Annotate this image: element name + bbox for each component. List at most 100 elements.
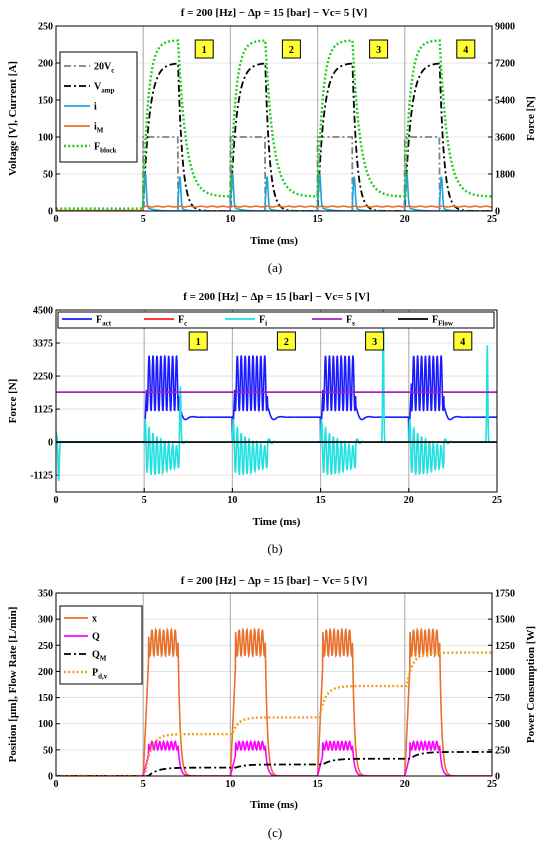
legend-label-main: x [92,614,97,625]
x-tick-label: 20 [404,495,414,506]
legend-label-main: V [94,82,102,93]
y-tick-label: 0 [48,772,53,783]
y2-tick-label: 3600 [495,133,515,144]
legend-label-main: P [92,668,98,679]
legend-label-main: F [346,315,352,326]
legend-label-main: F [259,315,265,326]
legend-label-sub: Flow [438,320,454,328]
legend-box [59,51,138,163]
chart-title: f = 200 [Hz] − Δp = 15 [bar] − Vc= 5 [V] [181,7,368,19]
legend-box [57,311,495,329]
series-line-qm [56,751,492,776]
x-tick-label: 15 [313,779,323,790]
legend-label-sub: c [111,67,114,75]
legend-label-main: Q [92,632,100,643]
cycle-label: 4 [463,45,468,56]
legend-label-sub: M [97,127,104,135]
legend-label: x [92,614,97,625]
chart-title: f = 200 [Hz] − Δp = 15 [bar] − Vc= 5 [V] [183,291,370,303]
cycle-label: 2 [284,337,289,348]
legend-label: Fblock [94,142,117,155]
cycle-label-box [365,331,385,351]
legend-label: Fc [178,315,187,328]
y2-tick-label: 1250 [495,641,515,652]
cycle-label: 4 [460,337,465,348]
legend-label: Q [92,632,100,643]
chart-panel-1: f = 200 [Hz] − Δp = 15 [bar] − Vc= 5 [V]… [7,7,537,247]
cycle-label-box [194,39,214,59]
x-tick-label: 25 [487,779,497,790]
legend-label-sub: block [100,147,116,155]
y2-tick-label: 0 [495,207,500,218]
legend-label: i [94,102,97,113]
y2-tick-label: 500 [495,719,510,730]
plot-frame [55,25,493,212]
x-tick-label: 20 [400,779,410,790]
cycle-label-box [453,331,473,351]
x-tick-label: 15 [313,214,323,225]
cycle-label-box [276,331,296,351]
x-tick-label: 10 [225,779,235,790]
legend-label-main: Q [92,650,100,661]
legend-label: Fs [346,315,355,328]
legend-label: Vamp [94,82,115,95]
y-tick-label: 150 [38,96,53,107]
series-group [56,310,497,481]
legend-label-sub: c [184,320,187,328]
y-axis-label: Force [N] [7,379,19,424]
y-tick-label: 250 [38,641,53,652]
y-tick-label: 350 [38,589,53,600]
legend-label-main: 20V [94,62,112,73]
y2-axis-label: Force [N] [525,96,537,141]
y-tick-label: 50 [43,745,53,756]
y-tick-label: 0 [48,438,53,449]
cycle-label-box [281,39,301,59]
x-axis-label: Time (ms) [253,516,301,528]
legend: Fact Fc Fi Fs FFlow [57,311,495,329]
legend-label-main: F [432,315,438,326]
y-tick-label: 100 [38,133,53,144]
y2-tick-label: 5400 [495,96,515,107]
y2-tick-label: 0 [495,772,500,783]
y-tick-label: 1125 [34,405,53,416]
legend-label: FFlow [432,315,454,328]
cycle-label: 1 [196,337,201,348]
panel-caption: (a) [268,260,282,275]
y-tick-label: 150 [38,693,53,704]
cycle-label: 1 [202,45,207,56]
x-axis-label: Time (ms) [250,799,298,811]
y-axis-label: Position [µm], Flow Rate [L/min] [7,607,19,763]
legend-label-sub: M [100,655,107,663]
x-tick-label: 0 [54,214,59,225]
y2-tick-label: 1800 [495,170,515,181]
panel-caption: (b) [267,541,282,556]
y-tick-label: 0 [48,207,53,218]
y-tick-label: 200 [38,667,53,678]
legend-label: Pd,v [92,668,108,681]
series-line-pdv [56,651,492,776]
legend-label-main: F [178,315,184,326]
chart-panel-2: f = 200 [Hz] − Δp = 15 [bar] − Vc= 5 [V]… [7,291,502,528]
legend-label-main: F [94,142,100,153]
series-line-fact [56,355,497,443]
y-tick-label: 100 [38,719,53,730]
cycle-label: 3 [372,337,377,348]
y-tick-label: 4500 [33,306,53,317]
legend-label-sub: d,v [98,673,108,681]
x-tick-label: 25 [487,214,497,225]
legend-label-main: i [94,102,97,113]
x-tick-label: 10 [225,214,235,225]
legend-label-sub: s [352,320,355,328]
legend-label-sub: amp [101,87,114,95]
x-tick-label: 0 [54,495,59,506]
y2-tick-label: 1000 [495,667,515,678]
x-tick-label: 0 [54,779,59,790]
y2-tick-label: 1750 [495,589,515,600]
cycle-label-box [188,331,208,351]
series-line-i [56,173,492,211]
plot-frame [55,309,498,493]
panel-caption: (c) [268,825,282,840]
y2-tick-label: 7200 [495,59,515,70]
